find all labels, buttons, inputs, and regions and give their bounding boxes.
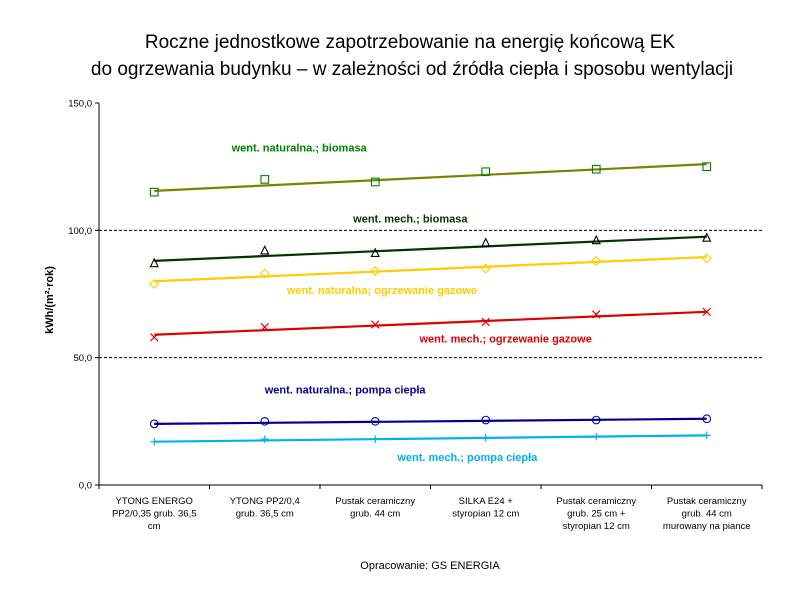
series-label: went. mech.; ogrzewanie gazowe [418, 333, 591, 345]
data-point [259, 268, 270, 279]
data-point [481, 317, 490, 327]
data-point [260, 416, 270, 426]
data-point [701, 253, 712, 264]
y-axis-label: kWh/(m²·rok) [44, 266, 56, 334]
data-point [591, 415, 601, 425]
data-point [702, 162, 712, 172]
chart-title-line-2: do ogrzewania budynku – w zależności od … [91, 59, 733, 80]
series-label: went. mech.; pompa ciepła [396, 452, 538, 464]
data-point [370, 416, 380, 426]
y-tick-label: 150,0 [68, 99, 92, 110]
x-tick-label: Pustak ceramiczny grub. 25 cm + styropian … [556, 496, 636, 532]
y-tick-label: 100,0 [68, 226, 92, 237]
data-point [592, 310, 601, 319]
series-label: went. mech.; biomasa [352, 214, 468, 226]
trend-line [154, 434, 707, 443]
data-point [260, 245, 270, 255]
data-point [371, 320, 380, 329]
trend-line [154, 235, 707, 262]
data-point [260, 322, 269, 332]
plot-area: 0,0 50,0 100,0 150,0 YTONG ENERGO PP2/0,35 gr… [68, 99, 763, 532]
data-point [150, 333, 159, 342]
data-point [591, 164, 601, 174]
data-point [592, 432, 601, 441]
trend-line [154, 255, 707, 283]
x-tick-label: SILKA E24 + styropian 12 cm [452, 496, 519, 520]
data-point [481, 237, 491, 247]
chart-title-line-1: Roczne jednostkowe zapotrzebowanie na en… [145, 32, 676, 53]
data-point [149, 257, 159, 268]
data-point [481, 434, 490, 442]
series-label: went. naturalna.; pompa ciepła [264, 384, 427, 396]
data-point [702, 307, 711, 317]
source-note: Opracowanie: GS ENERGIA [360, 560, 500, 572]
data-point [591, 234, 601, 245]
trend-line [154, 310, 707, 336]
data-point [370, 177, 380, 187]
data-point [370, 247, 380, 258]
data-point [480, 263, 491, 274]
series-label: went. naturalna.; biomasa [231, 142, 368, 154]
data-point [260, 175, 270, 184]
y-tick-label: 50,0 [74, 353, 93, 364]
data-point [481, 415, 491, 425]
data-point [370, 266, 381, 277]
data-point [150, 437, 159, 446]
data-point [702, 414, 712, 424]
x-tick-label: YTONG ENERGO PP2/0,35 grub. 36,5 cm [112, 496, 197, 532]
trend-line [154, 417, 707, 425]
x-tick-label: YTONG PP2/0,4 grub. 36,5 cm [230, 496, 300, 520]
data-point [260, 435, 269, 443]
data-point [149, 419, 159, 429]
data-point [702, 431, 711, 440]
data-point [702, 232, 712, 242]
x-tick-label: Pustak ceramiczny grub. 44 cm [335, 496, 415, 520]
trend-line [154, 163, 707, 192]
series-label: went. naturalna; ogrzewanie gazowe [286, 285, 477, 297]
data-point [371, 435, 380, 443]
y-tick-label: 0,0 [79, 481, 92, 492]
x-tick-label: Pustak ceramiczny grub. 44 cm murowany na … [663, 496, 751, 532]
data-point [149, 278, 160, 289]
data-point [591, 255, 602, 266]
data-point [149, 187, 159, 197]
data-point [481, 167, 491, 177]
